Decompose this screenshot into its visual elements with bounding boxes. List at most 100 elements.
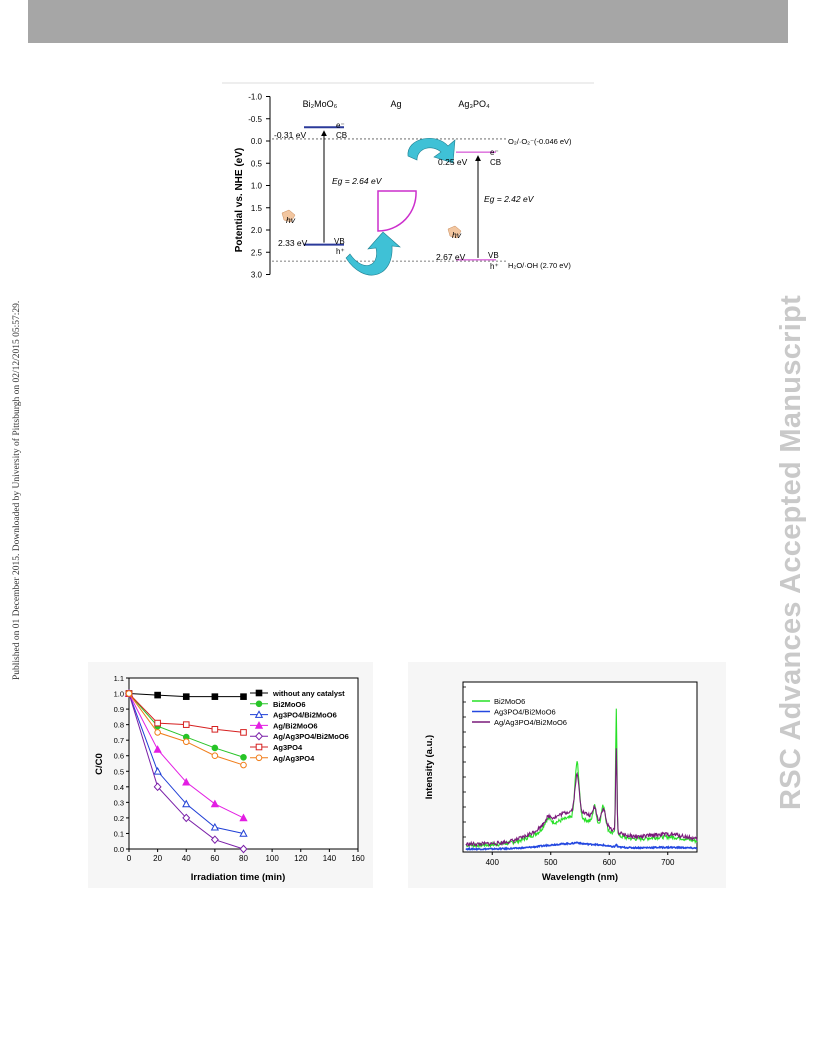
band-tick-label: -0.5 bbox=[248, 115, 262, 124]
data-point bbox=[182, 799, 191, 808]
band-body bbox=[272, 126, 506, 276]
ag3-hv: hv bbox=[452, 230, 462, 240]
data-point bbox=[211, 693, 219, 700]
band-tick-label: 0.5 bbox=[251, 159, 263, 168]
band-tick-label: 3.0 bbox=[251, 271, 263, 280]
label-ag3po4: Ag₃PO₄ bbox=[458, 99, 490, 109]
band-axis: -1.0 -0.5 0.0 0.5 1.0 1.5 2.0 2.5 3.0 bbox=[248, 93, 271, 280]
legend-label: Ag3PO4/Bi2MoO6 bbox=[494, 708, 556, 717]
spectrum-line-1 bbox=[465, 841, 697, 851]
legend-label: Bi2MoO6 bbox=[494, 697, 525, 706]
degradation-chart: 0 20 40 60 80 100 120 140 160 0.0 0.1 0.2 0.3 0.4 0.5 0… bbox=[88, 662, 373, 888]
data-point bbox=[239, 829, 248, 837]
legend-marker bbox=[255, 743, 263, 751]
data-point bbox=[182, 693, 190, 700]
hole-transfer-arrow bbox=[345, 231, 401, 276]
data-point bbox=[210, 799, 220, 808]
ag3-hole: h⁺ bbox=[490, 262, 499, 271]
data-point bbox=[211, 744, 219, 752]
data-point bbox=[240, 693, 247, 700]
publication-note-text: Published on 01 December 2015. Downloade… bbox=[12, 300, 22, 680]
x-tick-label: 500 bbox=[544, 858, 558, 867]
data-point bbox=[239, 844, 248, 854]
pl-spectra-chart: 400 500 600 700 Bi2MoO6 Ag3PO4/Bi2MoO6Ag/Ag3… bbox=[408, 662, 726, 888]
x-tick-label: 120 bbox=[294, 854, 308, 863]
x-tick-label: 100 bbox=[265, 854, 279, 863]
x-tick-label: 600 bbox=[603, 858, 617, 867]
y-tick-label: 0.7 bbox=[114, 736, 124, 745]
data-point bbox=[153, 766, 162, 775]
band-tick-label: 1.5 bbox=[251, 204, 263, 213]
data-point bbox=[182, 721, 190, 728]
pl-series bbox=[465, 708, 698, 851]
legend-label: Ag3PO4 bbox=[273, 743, 303, 752]
bi-hv: hv bbox=[286, 215, 296, 225]
data-point bbox=[240, 729, 247, 736]
y-tick-label: 0.9 bbox=[114, 705, 124, 714]
x-tick-label: 20 bbox=[153, 854, 162, 863]
x-tick-label: 700 bbox=[661, 858, 675, 867]
legend-marker bbox=[254, 710, 264, 718]
band-tick-label: 1.0 bbox=[251, 182, 263, 191]
ag3-light-icon bbox=[447, 225, 462, 239]
legend-label: Ag/Ag3PO4 bbox=[273, 754, 315, 763]
data-point bbox=[154, 729, 161, 736]
band-tick-label: 0.0 bbox=[251, 137, 263, 146]
pl-axes: 400 500 600 700 bbox=[463, 686, 675, 867]
y-tick-label: 0.4 bbox=[114, 783, 124, 792]
y-tick-label: 1.1 bbox=[114, 674, 124, 683]
header-bar bbox=[28, 0, 788, 43]
data-point bbox=[125, 690, 133, 697]
legend-marker bbox=[254, 721, 264, 729]
data-point bbox=[211, 752, 219, 760]
ag-nanoparticle-shape bbox=[377, 190, 417, 232]
y-tick-label: 0.3 bbox=[114, 798, 124, 807]
o2-ref-label: O₂/·O₂⁻(-0.046 eV) bbox=[508, 137, 572, 146]
data-point bbox=[153, 745, 162, 753]
bi-vb-label: VB bbox=[334, 237, 345, 246]
x-tick-label: 40 bbox=[182, 854, 191, 863]
bi-vb-value: 2.33 eV bbox=[278, 238, 308, 248]
publication-note: Published on 01 December 2015. Downloade… bbox=[12, 210, 28, 680]
legend-label: Bi2MoO6 bbox=[273, 700, 306, 709]
x-tick-label: 0 bbox=[127, 854, 132, 863]
data-point bbox=[210, 835, 219, 845]
band-tick-label: 2.0 bbox=[251, 226, 263, 235]
data-point bbox=[240, 753, 247, 761]
legend-marker bbox=[255, 754, 263, 762]
x-tick-label: 160 bbox=[351, 854, 365, 863]
legend-label: Ag/Bi2MoO6 bbox=[273, 721, 318, 730]
legend-label: without any catalyst bbox=[272, 689, 345, 698]
watermark-text: RSC Advances Accepted Manuscript bbox=[775, 294, 807, 810]
bi-light-icon bbox=[281, 209, 296, 223]
y-tick-label: 0.6 bbox=[114, 752, 124, 761]
watermark: RSC Advances Accepted Manuscript bbox=[772, 240, 808, 810]
y-tick-label: 0.8 bbox=[114, 721, 124, 730]
band-tick-label: 2.5 bbox=[251, 248, 263, 257]
legend-marker bbox=[255, 689, 263, 697]
data-point bbox=[182, 813, 191, 823]
y-tick-label: 0.5 bbox=[114, 767, 124, 776]
y-tick-label: 0.2 bbox=[114, 814, 124, 823]
x-tick-label: 60 bbox=[210, 854, 219, 863]
data-point bbox=[211, 726, 219, 733]
bi-cb-label: CB bbox=[336, 131, 347, 140]
pl-xlabel: Wavelength (nm) bbox=[542, 872, 618, 883]
spectrum-line-2 bbox=[465, 748, 698, 848]
ag3-vb-label: VB bbox=[488, 251, 499, 260]
x-tick-label: 80 bbox=[239, 854, 248, 863]
band-diagram: -1.0 -0.5 0.0 0.5 1.0 1.5 2.0 2.5 3.0 Potential … bbox=[222, 82, 594, 280]
bi-electron: e⁻ bbox=[336, 121, 345, 130]
label-ag: Ag bbox=[390, 99, 401, 109]
data-point bbox=[182, 738, 190, 746]
data-point bbox=[154, 691, 161, 699]
data-point bbox=[239, 813, 248, 822]
ag3-eg: Eg = 2.42 eV bbox=[484, 194, 535, 204]
degradation-xlabel: Irradiation time (min) bbox=[191, 872, 285, 883]
label-bi2moo6: Bi₂MoO₆ bbox=[303, 99, 338, 109]
x-tick-label: 400 bbox=[486, 858, 500, 867]
x-tick-label: 140 bbox=[323, 854, 337, 863]
ag3-cb-value: 0.25 eV bbox=[438, 157, 468, 167]
degradation-legend: without any catalyst Bi2MoO6 Ag3PO4/Bi2MoO… bbox=[250, 689, 349, 763]
degradation-ylabel: C/C0 bbox=[94, 753, 105, 775]
